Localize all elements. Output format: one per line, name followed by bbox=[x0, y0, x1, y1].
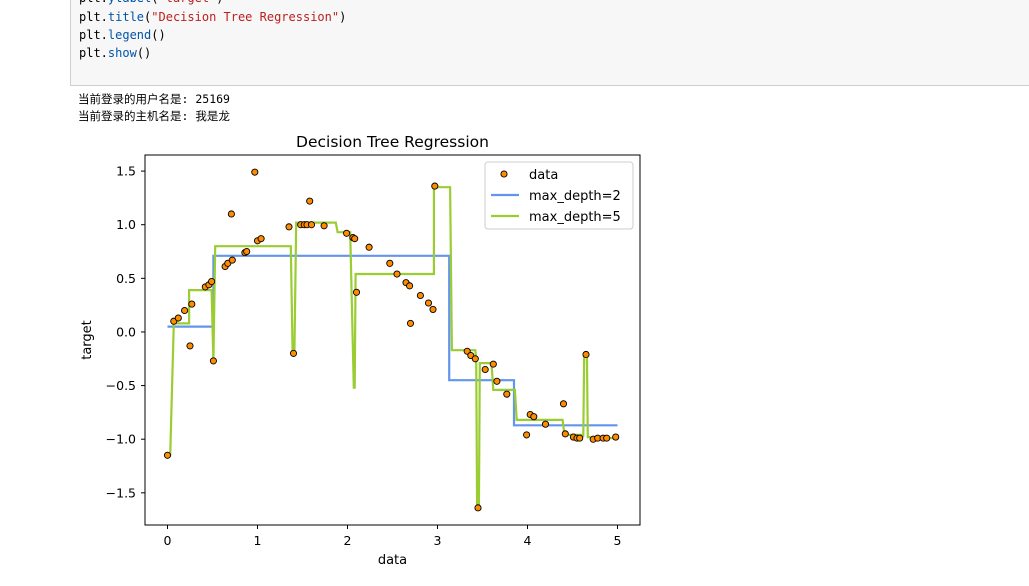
data-point bbox=[163, 451, 172, 459]
code-token-paren: ( bbox=[144, 10, 152, 24]
data-point bbox=[603, 434, 611, 442]
data-point bbox=[306, 197, 314, 205]
code-token-string: "Decision Tree Regression" bbox=[151, 10, 340, 24]
x-tick-label: 0 bbox=[164, 533, 172, 548]
y-tick-label: −1.5 bbox=[106, 485, 136, 500]
code-line: plt.show() bbox=[79, 44, 151, 62]
y-tick-label: 1.5 bbox=[116, 164, 136, 179]
x-tick-label: 5 bbox=[614, 533, 622, 548]
x-axis-label: data bbox=[378, 553, 407, 568]
data-point bbox=[493, 377, 501, 385]
data-point bbox=[307, 221, 316, 229]
legend-label-max-depth-5: max_depth=5 bbox=[529, 210, 621, 225]
data-point bbox=[530, 413, 538, 421]
data-point bbox=[181, 306, 189, 315]
code-token-paren: () bbox=[151, 28, 166, 42]
code-token-paren: ) bbox=[216, 0, 223, 5]
data-point bbox=[523, 431, 531, 439]
data-point bbox=[481, 365, 489, 374]
series-line-max-depth-5 bbox=[167, 186, 618, 509]
code-token-paren: ) bbox=[339, 10, 347, 24]
data-point bbox=[406, 282, 414, 290]
data-point bbox=[424, 299, 433, 307]
data-point bbox=[489, 360, 497, 368]
data-point bbox=[289, 349, 298, 357]
data-point bbox=[208, 278, 216, 286]
y-tick-label: 1.0 bbox=[116, 217, 136, 232]
code-token-paren: ( bbox=[151, 0, 158, 5]
y-tick-label: −1.0 bbox=[106, 432, 136, 447]
data-point bbox=[188, 300, 196, 308]
data-point bbox=[612, 433, 620, 441]
y-tick-label: 0.5 bbox=[116, 271, 136, 286]
y-tick-label: −0.5 bbox=[106, 378, 136, 393]
data-point bbox=[285, 223, 293, 231]
y-axis-label: target bbox=[80, 320, 95, 360]
code-token-object: plt. bbox=[79, 0, 108, 5]
x-tick-label: 3 bbox=[434, 533, 442, 548]
data-point bbox=[503, 390, 511, 398]
legend-marker-data bbox=[500, 170, 508, 178]
data-point bbox=[386, 259, 394, 267]
data-point bbox=[320, 222, 328, 230]
data-point bbox=[431, 182, 439, 190]
y-tick-label: 0.0 bbox=[116, 324, 136, 339]
data-point bbox=[416, 291, 424, 300]
code-line: plt.legend() bbox=[79, 26, 166, 44]
output-hostname-line: 当前登录的主机名是: 我是龙 bbox=[78, 109, 230, 123]
legend-label-max-depth-2: max_depth=2 bbox=[529, 189, 621, 204]
code-token-function: legend bbox=[107, 28, 152, 42]
data-point bbox=[429, 305, 437, 313]
data-point bbox=[186, 342, 194, 350]
code-token-object: plt. bbox=[79, 28, 108, 42]
plot-area bbox=[141, 154, 641, 529]
code-token-function: title bbox=[107, 10, 145, 24]
code-token-object: plt. bbox=[79, 46, 108, 60]
data-point bbox=[365, 243, 373, 251]
data-point bbox=[343, 229, 351, 237]
output-username-line: 当前登录的用户名是: 25169 bbox=[78, 92, 230, 106]
data-point bbox=[561, 430, 569, 438]
data-point bbox=[251, 168, 259, 176]
code-token-function: ylabel bbox=[108, 0, 151, 5]
x-tick-label: 4 bbox=[524, 533, 532, 548]
x-tick-label: 1 bbox=[254, 533, 262, 548]
data-point bbox=[406, 319, 415, 327]
data-point bbox=[227, 210, 235, 218]
code-token-string: "target" bbox=[159, 0, 217, 5]
legend-box bbox=[484, 161, 634, 230]
data-point bbox=[559, 400, 568, 408]
data-point bbox=[576, 434, 584, 442]
code-token-object: plt. bbox=[79, 10, 108, 24]
data-point bbox=[582, 350, 590, 359]
code-token-function: show bbox=[107, 46, 137, 60]
data-point bbox=[474, 504, 482, 512]
data-point bbox=[393, 270, 401, 278]
data-point bbox=[174, 314, 182, 322]
series-group bbox=[163, 168, 620, 512]
decision-tree-chart: Decision Tree Regression 0 1 2 3 4 5 −1.5 −1.0 −0… bbox=[80, 133, 641, 568]
legend-label-data: data bbox=[529, 168, 558, 183]
x-tick-label: 2 bbox=[344, 533, 352, 548]
data-point bbox=[243, 247, 251, 256]
data-point bbox=[471, 355, 479, 363]
code-line: plt.title("Decision Tree Regression") bbox=[79, 8, 346, 26]
data-point bbox=[257, 235, 265, 243]
data-point bbox=[228, 256, 236, 264]
code-cell[interactable]: plt.ylabel("target")plt.title("Decision … bbox=[70, 0, 1029, 86]
axes-frame bbox=[144, 154, 641, 526]
code-line: plt.ylabel("target") bbox=[79, 0, 224, 7]
data-point bbox=[352, 288, 361, 296]
code-token-paren: () bbox=[136, 46, 152, 60]
data-point bbox=[209, 357, 217, 365]
data-point bbox=[541, 420, 550, 428]
data-point bbox=[351, 235, 359, 243]
series-line-max-depth-2 bbox=[167, 254, 618, 427]
chart-title: Decision Tree Regression bbox=[296, 133, 489, 151]
